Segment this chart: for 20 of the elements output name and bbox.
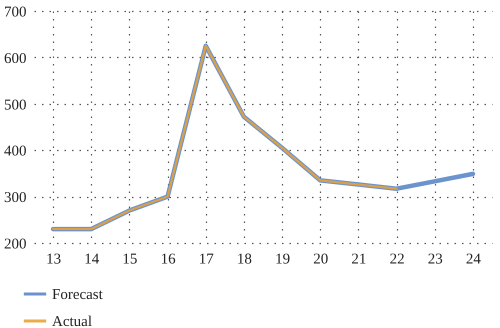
x-tick-label: 20 [313,252,328,268]
x-tick-label: 14 [84,252,100,268]
x-tick-label: 21 [351,252,366,268]
x-tick-label: 18 [236,252,252,268]
y-tick-label: 300 [4,190,26,206]
x-tick-label: 13 [46,252,62,268]
y-tick-label: 600 [4,50,26,67]
x-tick-label: 23 [428,252,443,268]
y-tick-label: 700 [4,4,26,20]
x-tick-label: 15 [122,252,138,268]
legend-label: Actual [52,314,92,328]
x-tick-label: 16 [160,252,176,268]
y-tick-label: 200 [4,236,26,252]
y-tick-label: 400 [4,144,26,160]
x-tick-label: 24 [466,252,482,268]
legend-label: Forecast [52,287,104,303]
x-tick-label: 22 [390,252,405,268]
x-tick-label: 17 [198,252,214,268]
y-tick-label: 500 [4,97,26,114]
x-tick-label: 19 [275,252,290,268]
